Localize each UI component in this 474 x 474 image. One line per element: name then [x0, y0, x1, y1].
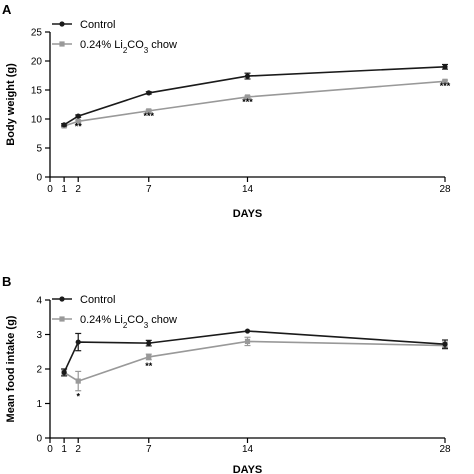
series-line — [63, 80, 446, 127]
data-point — [244, 73, 251, 79]
data-point — [442, 78, 448, 84]
data-point — [146, 340, 152, 346]
data-point — [146, 108, 152, 114]
data-point — [61, 122, 67, 128]
y-axis-title: Mean food intake (g) — [5, 315, 17, 422]
data-point — [75, 113, 81, 119]
x-tick-label: 1 — [61, 184, 67, 195]
significance-marker: *** — [242, 97, 253, 107]
data-point — [244, 328, 251, 334]
x-tick-label: 14 — [242, 184, 254, 195]
y-tick-label: 2 — [36, 365, 42, 376]
y-tick-label: 5 — [36, 144, 42, 155]
legend-label: Control — [80, 19, 115, 31]
x-tick-label: 2 — [75, 184, 81, 195]
y-tick-label: 3 — [36, 330, 42, 341]
x-tick-label: 28 — [439, 444, 451, 455]
x-tick-label: 0 — [47, 444, 53, 455]
data-point — [442, 64, 448, 70]
legend-swatch-marker — [59, 21, 65, 27]
legend-swatch-marker — [59, 41, 65, 47]
x-axis-title: DAYS — [233, 464, 263, 474]
significance-marker: * — [76, 391, 80, 401]
data-point — [244, 338, 251, 344]
data-point — [75, 339, 81, 345]
y-tick-label: 0 — [36, 434, 42, 445]
significance-marker: *** — [143, 111, 154, 121]
legend-swatch-marker — [59, 316, 65, 322]
legend-swatch-marker — [59, 296, 65, 302]
x-tick-label: 7 — [146, 184, 152, 195]
y-tick-label: 10 — [31, 115, 43, 126]
x-tick-label: 0 — [47, 184, 53, 195]
y-tick-label: 1 — [36, 399, 42, 410]
y-tick-label: 0 — [36, 173, 42, 184]
data-point — [146, 354, 152, 360]
data-point — [146, 90, 152, 96]
y-tick-label: 20 — [31, 57, 43, 68]
y-tick-label: 15 — [31, 86, 43, 97]
x-tick-label: 2 — [75, 444, 81, 455]
data-point — [442, 341, 448, 347]
panel-a-letter: A — [2, 2, 12, 17]
series-line — [63, 340, 446, 382]
x-tick-label: 14 — [242, 444, 254, 455]
y-axis-title: Body weight (g) — [5, 63, 17, 146]
significance-marker: ** — [75, 121, 83, 131]
x-tick-label: 7 — [146, 444, 152, 455]
y-tick-label: 4 — [36, 296, 42, 307]
significance-marker: ** — [145, 361, 153, 371]
data-point — [75, 118, 81, 124]
x-axis-title: DAYS — [233, 208, 263, 220]
panel-b-letter: B — [2, 274, 11, 289]
legend-label: Control — [80, 294, 115, 306]
x-tick-label: 1 — [61, 444, 67, 455]
legend-label: 0.24% Li2CO3 chow — [80, 314, 177, 330]
data-point — [75, 378, 81, 384]
legend-label: 0.24% Li2CO3 chow — [80, 39, 177, 55]
data-point — [244, 94, 251, 100]
significance-marker: *** — [440, 81, 451, 91]
y-tick-label: 25 — [31, 28, 43, 39]
data-point — [61, 369, 67, 376]
x-tick-label: 28 — [439, 184, 451, 195]
